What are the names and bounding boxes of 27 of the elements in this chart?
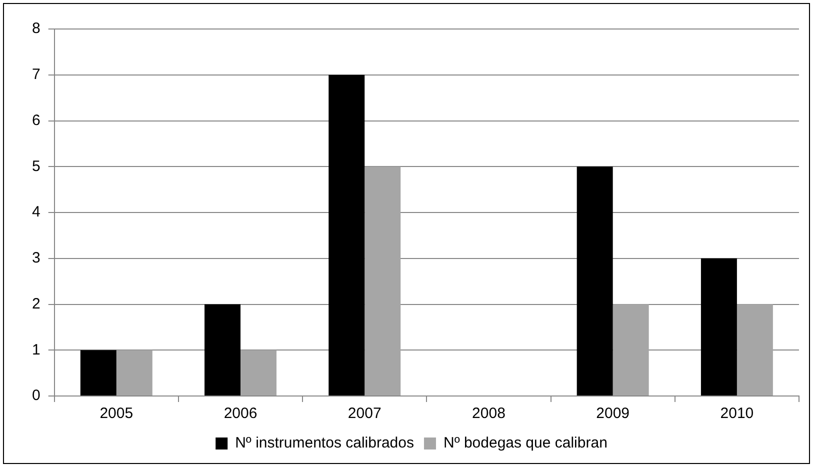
bar [116,350,152,396]
y-tick-label: 4 [32,204,40,221]
x-tick-label: 2005 [100,405,134,422]
bar [364,166,401,396]
x-tick-label: 2008 [472,405,506,422]
bar [700,258,737,396]
x-tick-label: 2007 [348,405,382,422]
bar [576,166,613,396]
y-tick-label: 1 [32,341,40,358]
y-tick-label: 6 [32,112,40,129]
y-tick-label: 0 [32,387,40,404]
bar [80,350,116,396]
y-tick-label: 3 [32,250,40,267]
y-tick-label: 8 [32,20,40,38]
y-tick-label: 5 [32,158,40,175]
legend-label: Nº instrumentos calibrados [235,434,414,452]
bar [612,304,649,396]
x-tick-label: 2006 [224,405,258,422]
bar [240,350,276,396]
legend-label: Nº bodegas que calibran [443,434,608,452]
bar [328,74,365,396]
x-tick-label: 2010 [720,405,754,422]
bar [204,304,241,396]
y-tick-label: 2 [32,295,40,312]
y-tick-label: 7 [32,66,40,84]
bar [736,304,773,396]
x-tick-label: 2009 [596,405,630,422]
